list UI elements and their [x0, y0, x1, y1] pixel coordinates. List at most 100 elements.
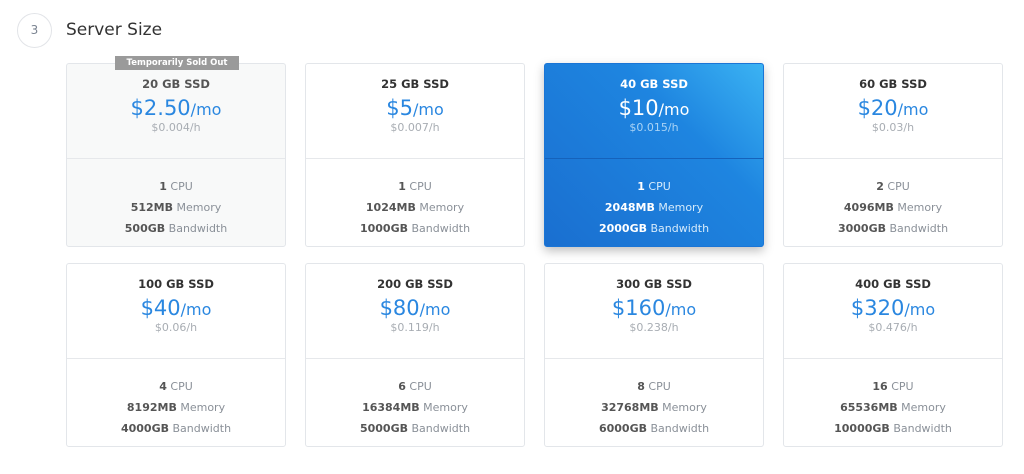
spec-value: 16	[872, 380, 888, 393]
spec-cpu: 1 CPU	[67, 176, 285, 197]
spec-label: Memory	[901, 401, 946, 414]
spec-memory: 8192MB Memory	[67, 397, 285, 418]
spec-bandwidth: 10000GB Bandwidth	[784, 418, 1002, 439]
plan-hourly-price: $0.007/h	[390, 121, 440, 134]
spec-memory: 1024MB Memory	[306, 197, 524, 218]
plan-card[interactable]: 60 GB SSD $20/mo $0.03/h 2 CPU 4096MB Me…	[783, 63, 1003, 247]
plan-header: 100 GB SSD $40/mo $0.06/h	[67, 264, 285, 359]
plan-hourly-price: $0.476/h	[868, 321, 918, 334]
plan-specs: 1 CPU 512MB Memory 500GB Bandwidth	[67, 159, 285, 239]
spec-label: Bandwidth	[411, 222, 471, 235]
plan-storage: 200 GB SSD	[377, 277, 453, 291]
plan-storage: 400 GB SSD	[855, 277, 931, 291]
plan-card[interactable]: 200 GB SSD $80/mo $0.119/h 6 CPU 16384MB…	[305, 263, 525, 447]
price-period: /mo	[419, 300, 451, 319]
spec-value: 2000GB	[598, 222, 647, 235]
spec-value: 4	[159, 380, 167, 393]
plan-specs: 4 CPU 8192MB Memory 4000GB Bandwidth	[67, 359, 285, 439]
plan-hourly-price: $0.004/h	[151, 121, 201, 134]
plan-card[interactable]: 300 GB SSD $160/mo $0.238/h 8 CPU 32768M…	[544, 263, 764, 447]
plan-card[interactable]: 40 GB SSD $10/mo $0.015/h 1 CPU 2048MB M…	[544, 63, 764, 247]
plan-grid: Temporarily Sold Out 20 GB SSD $2.50/mo …	[66, 56, 1003, 447]
spec-memory: 2048MB Memory	[545, 197, 763, 218]
plan-hourly-price: $0.119/h	[390, 321, 440, 334]
plan-price: $320/mo	[784, 296, 1002, 320]
spec-value: 500GB	[124, 222, 166, 235]
price-amount: $20	[857, 96, 898, 120]
spec-label: Bandwidth	[411, 422, 471, 435]
price-period: /mo	[665, 300, 697, 319]
plan-header: 40 GB SSD $10/mo $0.015/h	[545, 64, 763, 159]
price-period: /mo	[897, 100, 929, 119]
spec-label: Bandwidth	[172, 422, 232, 435]
spec-value: 65536MB	[840, 401, 898, 414]
spec-memory: 65536MB Memory	[784, 397, 1002, 418]
spec-cpu: 6 CPU	[306, 376, 524, 397]
spec-cpu: 16 CPU	[784, 376, 1002, 397]
plan-card[interactable]: 400 GB SSD $320/mo $0.476/h 16 CPU 65536…	[783, 263, 1003, 447]
price-amount: $320	[850, 296, 905, 320]
spec-label: CPU	[409, 180, 432, 193]
spec-label: Memory	[180, 401, 226, 414]
spec-label: Memory	[662, 401, 707, 414]
spec-value: 10000GB	[834, 422, 890, 435]
spec-bandwidth: 4000GB Bandwidth	[67, 418, 285, 439]
plan-hourly-price: $0.03/h	[871, 121, 915, 134]
spec-bandwidth: 6000GB Bandwidth	[545, 418, 763, 439]
spec-cpu: 2 CPU	[784, 176, 1002, 197]
spec-label: CPU	[170, 180, 193, 193]
plan-specs: 1 CPU 2048MB Memory 2000GB Bandwidth	[545, 159, 763, 239]
price-amount: $2.50	[130, 96, 191, 120]
plan-card[interactable]: 100 GB SSD $40/mo $0.06/h 4 CPU 8192MB M…	[66, 263, 286, 447]
spec-value: 512MB	[130, 201, 174, 214]
plan-hourly-price: $0.06/h	[154, 321, 198, 334]
spec-label: Memory	[423, 401, 468, 414]
price-period: /mo	[412, 100, 444, 119]
spec-value: 2048MB	[604, 201, 655, 214]
plan-specs: 6 CPU 16384MB Memory 5000GB Bandwidth	[306, 359, 524, 439]
plan-storage: 40 GB SSD	[620, 77, 688, 91]
spec-label: CPU	[409, 380, 432, 393]
spec-label: CPU	[648, 380, 671, 393]
plan-price: $20/mo	[784, 96, 1002, 120]
spec-value: 1	[159, 180, 167, 193]
plan-storage: 100 GB SSD	[138, 277, 214, 291]
section-title: Server Size	[66, 20, 163, 40]
plan-header: 400 GB SSD $320/mo $0.476/h	[784, 264, 1002, 359]
sold-out-badge: Temporarily Sold Out	[115, 56, 239, 70]
spec-bandwidth: 3000GB Bandwidth	[784, 218, 1002, 239]
plan-specs: 2 CPU 4096MB Memory 3000GB Bandwidth	[784, 159, 1002, 239]
spec-label: Memory	[897, 201, 943, 214]
spec-memory: 4096MB Memory	[784, 197, 1002, 218]
price-amount: $40	[140, 296, 181, 320]
spec-value: 8	[637, 380, 645, 393]
spec-memory: 16384MB Memory	[306, 397, 524, 418]
spec-label: Memory	[658, 201, 704, 214]
spec-value: 1	[637, 180, 645, 193]
spec-value: 1	[398, 180, 406, 193]
plan-card[interactable]: Temporarily Sold Out 20 GB SSD $2.50/mo …	[66, 56, 286, 247]
plan-price: $160/mo	[545, 296, 763, 320]
plan-price: $5/mo	[306, 96, 524, 120]
price-period: /mo	[658, 100, 690, 119]
spec-bandwidth: 500GB Bandwidth	[67, 218, 285, 239]
plan-hourly-price: $0.015/h	[629, 121, 679, 134]
price-amount: $160	[611, 296, 666, 320]
spec-bandwidth: 5000GB Bandwidth	[306, 418, 524, 439]
spec-value: 2	[876, 180, 884, 193]
plan-header: 20 GB SSD $2.50/mo $0.004/h	[67, 64, 285, 159]
plan-specs: 16 CPU 65536MB Memory 10000GB Bandwidth	[784, 359, 1002, 439]
spec-value: 1024MB	[365, 201, 416, 214]
spec-value: 8192MB	[126, 401, 177, 414]
spec-cpu: 1 CPU	[306, 176, 524, 197]
plan-specs: 1 CPU 1024MB Memory 1000GB Bandwidth	[306, 159, 524, 239]
spec-label: Bandwidth	[893, 422, 952, 435]
price-period: /mo	[904, 300, 936, 319]
spec-value: 4000GB	[120, 422, 169, 435]
spec-label: Bandwidth	[889, 222, 949, 235]
plan-price: $10/mo	[545, 96, 763, 120]
spec-memory: 32768MB Memory	[545, 397, 763, 418]
plan-card[interactable]: 25 GB SSD $5/mo $0.007/h 1 CPU 1024MB Me…	[305, 63, 525, 247]
plan-storage: 20 GB SSD	[142, 77, 210, 91]
spec-cpu: 1 CPU	[545, 176, 763, 197]
